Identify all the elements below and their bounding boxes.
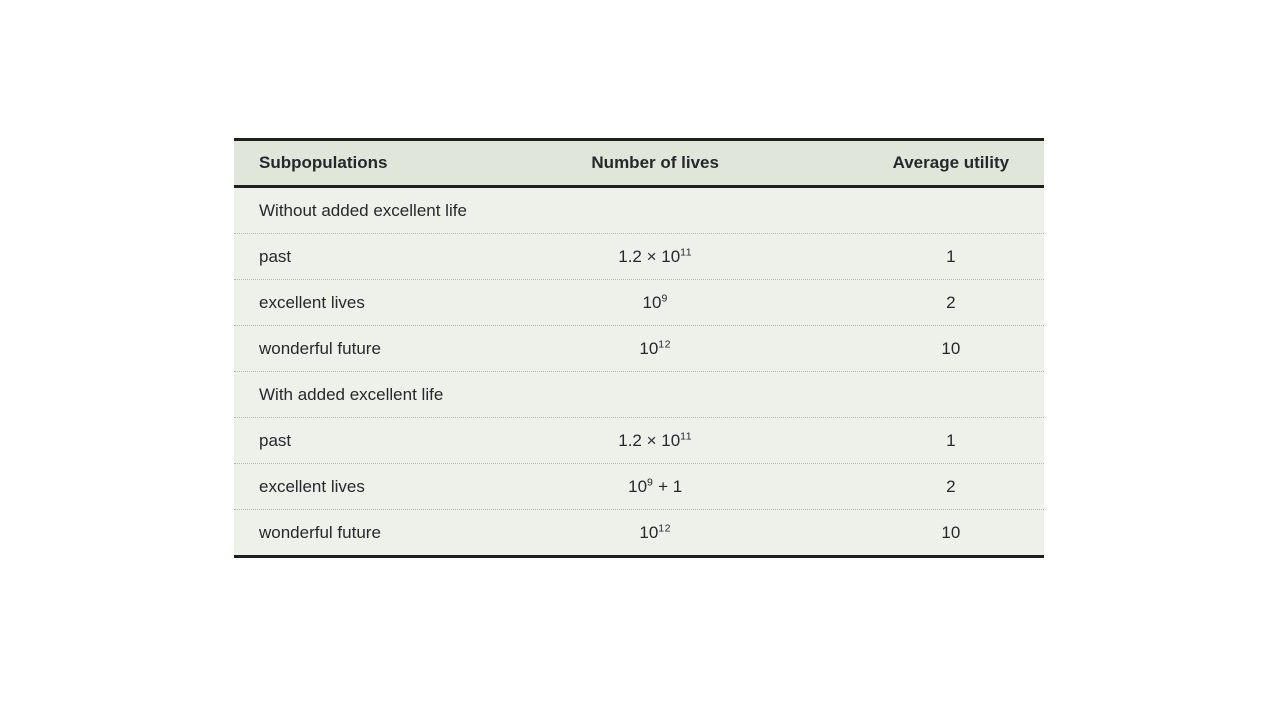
row-number-of-lives-value: 1012 [639,337,671,358]
row-subpopulation-label: past [259,246,292,266]
column-header-number-of-lives: Number of lives [591,153,719,172]
table-row: past 1.2 × 1011 1 [234,418,1044,464]
exponent: 9 [647,475,654,488]
row-number-of-lives-value: 109 + 1 [628,475,683,496]
exponent: 11 [680,429,693,442]
row-subpopulation-label: past [259,430,292,450]
table-row: wonderful future 1012 10 [234,510,1044,555]
row-number-of-lives-value: 1.2 × 1011 [618,429,693,450]
row-subpopulation-label: excellent lives [259,292,365,312]
row-average-utility-value: 2 [946,476,956,496]
row-number-of-lives-value: 109 [642,291,668,312]
exponent: 9 [661,291,668,304]
column-header-average-utility: Average utility [892,153,1010,172]
exponent: 12 [658,337,671,350]
table-header-row: Subpopulations Number of lives Average u… [234,141,1044,188]
table-section-row: With added excellent life [234,372,1044,418]
table-row: past 1.2 × 1011 1 [234,234,1044,280]
row-average-utility-value: 1 [946,430,956,450]
row-average-utility-value: 2 [946,292,956,312]
column-header-subpopulations: Subpopulations [259,153,388,172]
exponent: 12 [658,521,671,534]
section-label: Without added excellent life [259,200,467,220]
table-body: Without added excellent life past 1.2 × 10… [234,188,1044,555]
table-row: excellent lives 109 + 1 2 [234,464,1044,510]
row-number-of-lives-value: 1012 [639,521,671,542]
section-label: With added excellent life [259,384,444,404]
row-subpopulation-label: wonderful future [259,522,381,542]
table-section-row: Without added excellent life [234,188,1044,234]
exponent: 11 [680,245,693,258]
row-subpopulation-label: excellent lives [259,476,365,496]
row-average-utility-value: 10 [941,338,961,358]
table-row: excellent lives 109 2 [234,280,1044,326]
row-subpopulation-label: wonderful future [259,338,381,358]
population-table: Subpopulations Number of lives Average u… [234,138,1044,558]
row-average-utility-value: 10 [941,522,961,542]
row-average-utility-value: 1 [946,246,956,266]
table-row: wonderful future 1012 10 [234,326,1044,372]
row-number-of-lives-value: 1.2 × 1011 [618,245,693,266]
